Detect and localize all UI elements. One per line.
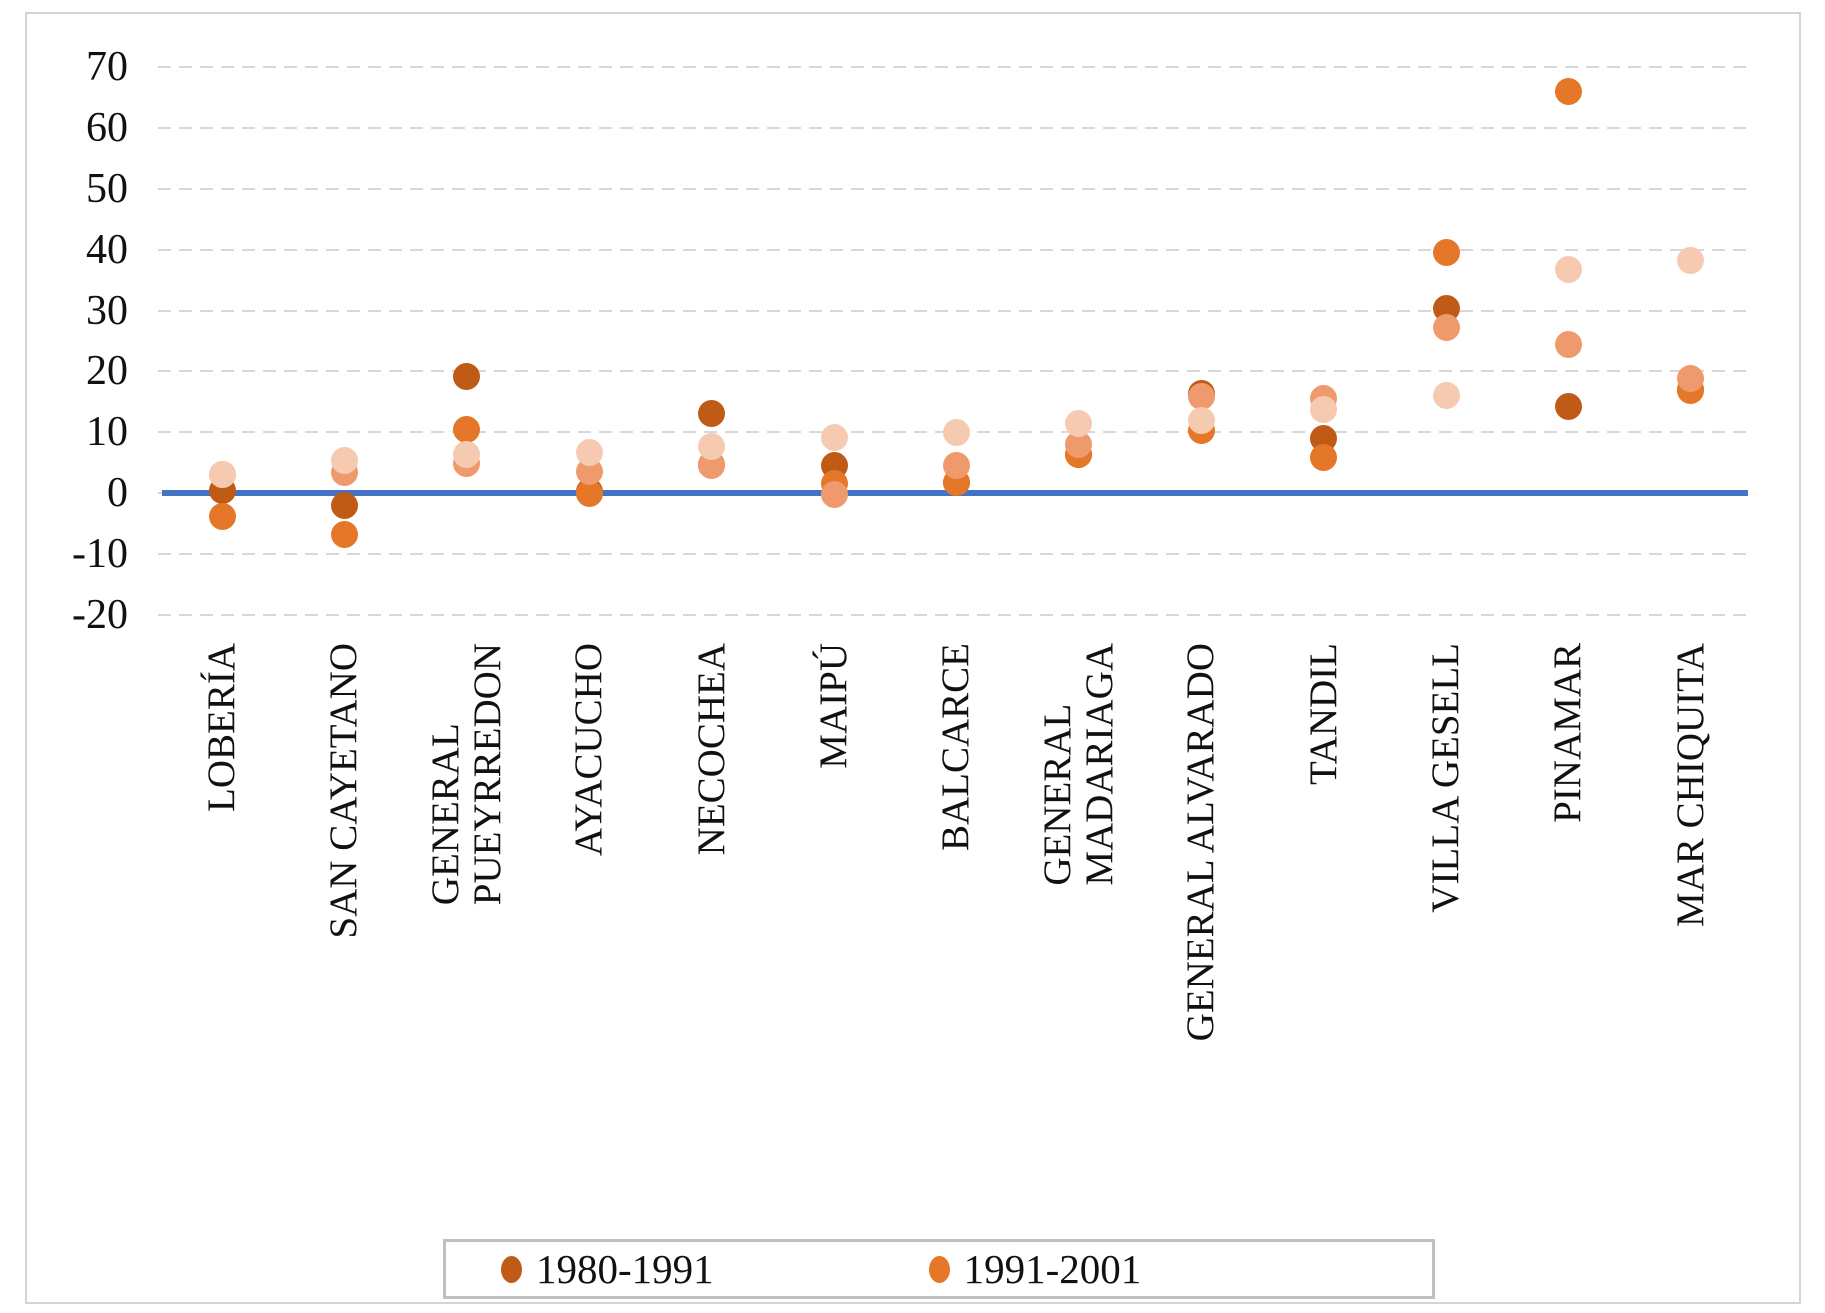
scatter-dot-series4 — [1310, 395, 1338, 423]
scatter-dot-series4 — [453, 441, 481, 469]
gridline-y-20 — [158, 613, 1748, 616]
gridline-y-10 — [158, 552, 1748, 555]
scatter-dot-series2 — [330, 521, 358, 549]
gridline-y30 — [158, 309, 1748, 312]
scatter-dot-series2 — [453, 416, 481, 444]
x-axis-category-label: VILLA GESELL — [1424, 643, 1467, 913]
x-axis-category-label: SAN CAYETANO — [322, 643, 366, 939]
legend-item: 1991-2001 — [928, 1245, 1142, 1292]
x-axis-category-label: GENERAL PUEYRREDON — [423, 643, 509, 906]
scatter-dot-series3 — [1187, 383, 1215, 411]
x-axis-category-label: GENERAL MADARIAGA — [1035, 643, 1121, 886]
y-axis-tick-label: 30 — [86, 287, 128, 334]
x-axis-category-label: MAR CHIQUITA — [1668, 643, 1712, 927]
x-axis-category-label: NECOCHEA — [689, 643, 733, 856]
scatter-dot-series4 — [330, 446, 358, 474]
scatter-dot-series2 — [1432, 238, 1460, 266]
chart-outer-border — [25, 12, 1801, 1304]
scatter-dot-series4 — [1554, 255, 1582, 283]
scatter-dot-series4 — [820, 423, 848, 451]
x-axis-category-label: TANDIL — [1301, 643, 1345, 786]
scatter-dot-series4 — [1677, 247, 1705, 275]
scatter-dot-series1 — [698, 400, 726, 428]
chart-legend: 1980-1991 1991-2001 — [443, 1239, 1435, 1299]
scatter-dot-series2 — [1310, 443, 1338, 471]
gridline-y50 — [158, 188, 1748, 190]
scatter-dot-series4 — [698, 432, 726, 460]
scatter-dot-series4 — [575, 439, 603, 467]
scatter-dot-series3 — [942, 451, 970, 479]
x-axis-category-label: MAIPÚ — [812, 643, 855, 769]
scatter-dot-series1 — [1554, 392, 1582, 420]
scatter-dot-series3 — [1554, 330, 1582, 358]
x-axis-category-label: PINAMAR — [1546, 643, 1590, 823]
legend-label: 1991-2001 — [963, 1245, 1142, 1292]
x-axis-category-label: LOBERÍA — [200, 643, 243, 812]
y-axis-tick-label: 20 — [86, 348, 128, 395]
x-axis-category-label: GENERAL ALVARADO — [1179, 643, 1223, 1042]
scatter-dot-series4 — [208, 460, 236, 488]
y-axis-tick-label: 50 — [86, 166, 128, 212]
y-axis-tick-label: 0 — [107, 470, 128, 516]
y-axis-tick-label: -10 — [72, 530, 128, 577]
scatter-dot-series4 — [1065, 409, 1093, 437]
scatter-dot-series4 — [1187, 406, 1215, 434]
gridline-y20 — [158, 370, 1748, 373]
y-axis-tick-label: 40 — [86, 226, 128, 273]
scatter-dot-series2 — [1554, 78, 1582, 106]
scatter-dot-series3 — [1432, 313, 1460, 341]
scatter-dot-series4 — [1432, 381, 1460, 409]
scatter-dot-series3 — [820, 480, 848, 508]
y-axis-tick-label: 10 — [86, 409, 128, 456]
legend-marker-dot-icon — [928, 1255, 950, 1283]
legend-item: 1980-1991 — [501, 1245, 714, 1292]
x-axis-category-label: BALCARCE — [934, 643, 978, 852]
gridline-y70 — [158, 66, 1748, 69]
gridline-y40 — [158, 248, 1748, 251]
legend-marker-dot-icon — [501, 1255, 522, 1283]
x-axis-category-label: AYACUCHO — [567, 643, 611, 857]
legend-label: 1980-1991 — [536, 1245, 714, 1292]
scatter-dot-series4 — [942, 419, 970, 447]
scatter-dot-series3 — [1677, 364, 1705, 392]
y-axis-tick-label: -20 — [72, 591, 128, 638]
y-axis-tick-label: 70 — [86, 44, 128, 91]
y-axis-tick-label: 60 — [86, 105, 128, 152]
scatter-dot-series1 — [453, 362, 481, 390]
scatter-dot-series1 — [330, 492, 358, 520]
scatter-dot-series2 — [208, 503, 236, 531]
gridline-y60 — [158, 127, 1748, 130]
